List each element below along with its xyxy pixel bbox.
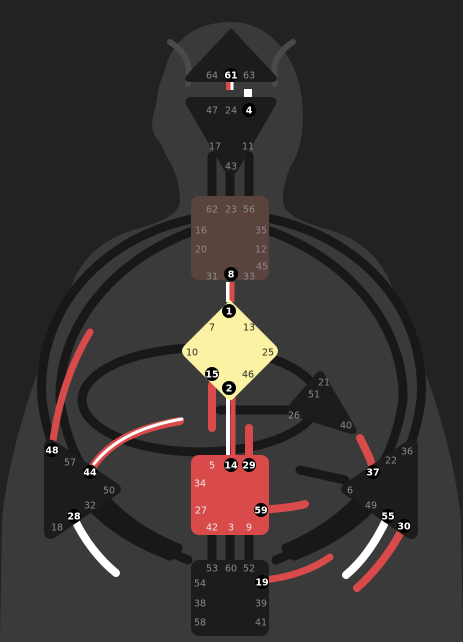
gate-19-label[interactable]: 19 [255, 578, 268, 589]
gate-4-label[interactable]: 4 [246, 106, 253, 117]
gate-14-activated-marker [224, 458, 238, 472]
gate-33-label[interactable]: 33 [243, 272, 255, 283]
gate-12-label[interactable]: 12 [255, 245, 267, 256]
gate-44-activated-marker [83, 465, 97, 479]
gate-61-activated-marker [224, 68, 238, 82]
gate-17-label[interactable]: 17 [209, 142, 221, 153]
gate-47-label[interactable]: 47 [206, 106, 218, 117]
gate-57-label[interactable]: 57 [64, 458, 76, 469]
gate-45-label[interactable]: 45 [256, 262, 268, 273]
gate-21-label[interactable]: 21 [318, 378, 330, 389]
gate-1-activated-marker [222, 304, 236, 318]
gate-5-label[interactable]: 5 [209, 461, 215, 472]
gate-8-activated-marker [224, 267, 238, 281]
gate-9-label[interactable]: 9 [246, 523, 252, 534]
gate-3-label[interactable]: 3 [228, 523, 234, 534]
gate-53-label[interactable]: 53 [206, 564, 218, 575]
gate-19-activated-marker [255, 575, 269, 589]
channel-44-26-white [92, 417, 184, 466]
gate-27-label[interactable]: 27 [195, 506, 207, 517]
sacral-center [191, 455, 269, 535]
gate-30-activated-marker [397, 519, 411, 533]
gate-15-label[interactable]: 15 [205, 370, 218, 381]
gate-44-label[interactable]: 44 [83, 468, 97, 479]
gate-11-label[interactable]: 11 [242, 142, 254, 153]
throat-center [191, 196, 269, 280]
gate-49-label[interactable]: 49 [365, 501, 377, 512]
gate-4-activated-marker [242, 103, 256, 117]
gate-10-label[interactable]: 10 [186, 348, 198, 359]
gate-4-activation [244, 89, 252, 97]
gate-28-activated-marker [67, 509, 81, 523]
gate-28-label[interactable]: 28 [67, 512, 81, 523]
channel-28-38-white [70, 514, 120, 577]
gate-8-label[interactable]: 8 [228, 270, 235, 281]
gate-52-label[interactable]: 52 [243, 564, 255, 575]
gate-38-label[interactable]: 38 [194, 599, 206, 610]
gate-14-label[interactable]: 14 [224, 461, 238, 472]
defined-channels [48, 80, 408, 592]
heart-center [286, 370, 357, 434]
gate-55-activated-marker [381, 509, 395, 523]
gate-30-label[interactable]: 30 [397, 522, 411, 533]
gate-41-label[interactable]: 41 [255, 618, 267, 629]
gate-18-label[interactable]: 18 [51, 523, 63, 534]
gate-16-label[interactable]: 16 [195, 226, 207, 237]
gate-37-activated-marker [366, 465, 380, 479]
gate-31-label[interactable]: 31 [206, 272, 218, 283]
gate-48-label[interactable]: 48 [45, 446, 59, 457]
gate-1-label[interactable]: 1 [226, 307, 233, 318]
gate-25-label[interactable]: 25 [262, 348, 274, 359]
gate-29-label[interactable]: 29 [242, 461, 255, 472]
gate-32-label[interactable]: 32 [84, 501, 96, 512]
spleen-center [44, 439, 121, 539]
gate-55-label[interactable]: 55 [381, 512, 394, 523]
solar-plexus-center [341, 439, 418, 539]
gate-58-label[interactable]: 58 [194, 618, 206, 629]
gate-34-label[interactable]: 34 [194, 479, 206, 490]
root-center [191, 560, 269, 636]
gate-22-label[interactable]: 22 [385, 456, 397, 467]
gate-48-activated-marker [45, 443, 59, 457]
ajna-center [185, 97, 277, 175]
gate-39-label[interactable]: 39 [255, 599, 267, 610]
gate-40-label[interactable]: 40 [340, 421, 352, 432]
gate-59-activated-marker [254, 503, 268, 517]
gate-6-label[interactable]: 6 [347, 486, 353, 497]
gate-36-label[interactable]: 36 [401, 447, 413, 458]
gate-51-label[interactable]: 51 [308, 390, 320, 401]
gate-29-activated-marker [242, 458, 256, 472]
channel-48-16-red [48, 328, 94, 452]
gate-26-label[interactable]: 26 [288, 411, 300, 422]
channel-19-49-red [258, 553, 334, 584]
gate-60-label[interactable]: 60 [225, 564, 237, 575]
gate-61-label[interactable]: 61 [224, 71, 237, 82]
gate-20-label[interactable]: 20 [195, 245, 207, 256]
gate-7-label[interactable]: 7 [209, 323, 215, 334]
gate-42-label[interactable]: 42 [206, 523, 218, 534]
gate-24-label[interactable]: 24 [225, 106, 237, 117]
gate-15-activated-marker [205, 367, 219, 381]
gate-54-label[interactable]: 54 [194, 579, 206, 590]
gate-63-label[interactable]: 63 [243, 71, 255, 82]
gate-2-activated-marker [222, 381, 236, 395]
gate-2-label[interactable]: 2 [226, 384, 233, 395]
gate-13-label[interactable]: 13 [243, 323, 255, 334]
gate-50-label[interactable]: 50 [103, 486, 115, 497]
gate-23-label[interactable]: 23 [225, 205, 237, 216]
gate-62-label[interactable]: 62 [206, 205, 218, 216]
head-center [185, 28, 277, 82]
gate-35-label[interactable]: 35 [255, 226, 267, 237]
gate-64-label[interactable]: 64 [206, 71, 218, 82]
gate-56-label[interactable]: 56 [243, 205, 255, 216]
gate-37-label[interactable]: 37 [366, 468, 379, 479]
gate-59-label[interactable]: 59 [254, 506, 267, 517]
gate-46-label[interactable]: 46 [242, 370, 254, 381]
gate-43-label[interactable]: 43 [225, 162, 237, 173]
